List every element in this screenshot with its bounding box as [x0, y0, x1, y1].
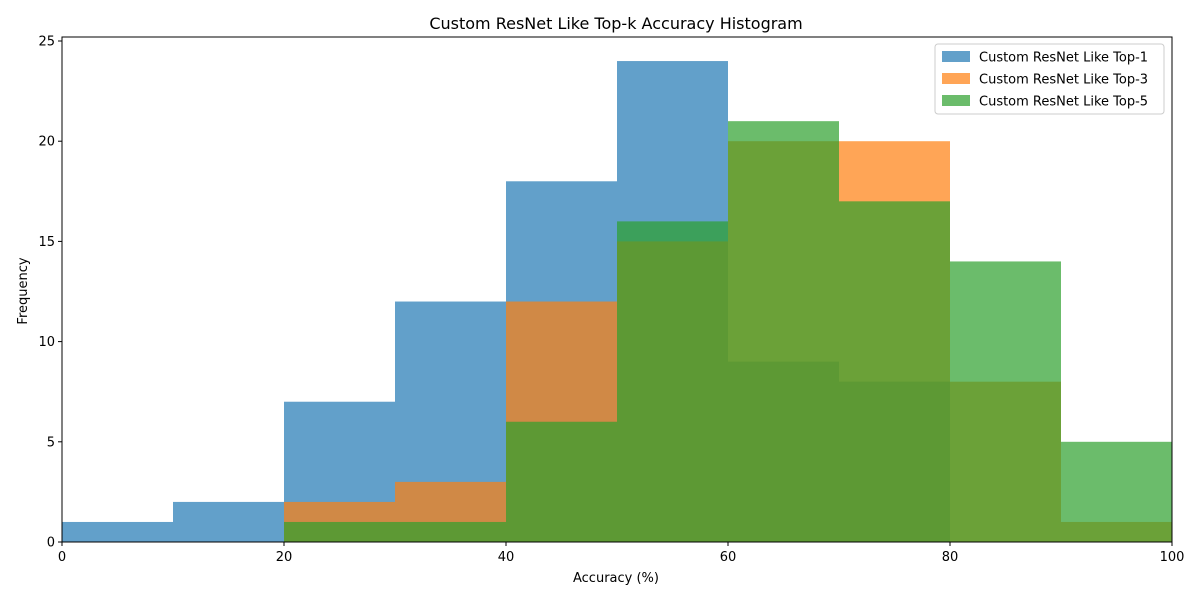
bar-series-3-bin-6: [617, 221, 728, 542]
chart-title: Custom ResNet Like Top-k Accuracy Histog…: [429, 14, 802, 33]
x-tick-label: 100: [1160, 550, 1185, 565]
legend-label-3: Custom ResNet Like Top-5: [979, 95, 1148, 110]
x-tick-label: 20: [276, 550, 293, 565]
legend-swatch-3: [942, 95, 970, 106]
legend-swatch-2: [942, 73, 970, 84]
axes-layer: 0 20 40 60 80 100 0 5 10 15 20 25: [38, 35, 1184, 565]
x-tick-label: 80: [942, 550, 959, 565]
y-tick-label: 10: [38, 335, 55, 350]
bar-series-3-bin-5: [506, 421, 617, 542]
y-tick-label: 25: [38, 35, 55, 50]
legend: Custom ResNet Like Top-1 Custom ResNet Li…: [934, 43, 1165, 115]
bar-series-3-bin-7: [728, 121, 839, 543]
legend-label-1: Custom ResNet Like Top-1: [979, 51, 1148, 66]
bars-layer: [62, 61, 1172, 543]
y-tick-label: 15: [38, 235, 55, 250]
y-tick-label: 0: [47, 536, 55, 551]
x-tick-label: 60: [720, 550, 737, 565]
bar-series-3-bin-3: [284, 521, 395, 542]
y-tick-label: 5: [47, 435, 55, 450]
bar-series-3-bin-4: [395, 521, 506, 542]
bar-series-3-bin-9: [950, 261, 1061, 542]
x-tick-label: 0: [58, 550, 66, 565]
y-tick-label: 20: [38, 135, 55, 150]
bar-series-3-bin-10: [1061, 441, 1172, 542]
plot-frame: [61, 36, 1173, 543]
legend-swatch-1: [942, 51, 970, 62]
bar-series-1-bin-1: [62, 521, 173, 542]
bar-series-3-bin-8: [839, 201, 950, 543]
legend-label-2: Custom ResNet Like Top-3: [979, 73, 1148, 88]
x-tick-label: 40: [498, 550, 515, 565]
legend-box: [934, 43, 1165, 115]
x-axis-label: Accuracy (%): [573, 571, 659, 586]
y-axis-label: Frequency: [16, 257, 31, 324]
series-3: [284, 121, 1172, 543]
bar-series-1-bin-2: [173, 501, 284, 542]
